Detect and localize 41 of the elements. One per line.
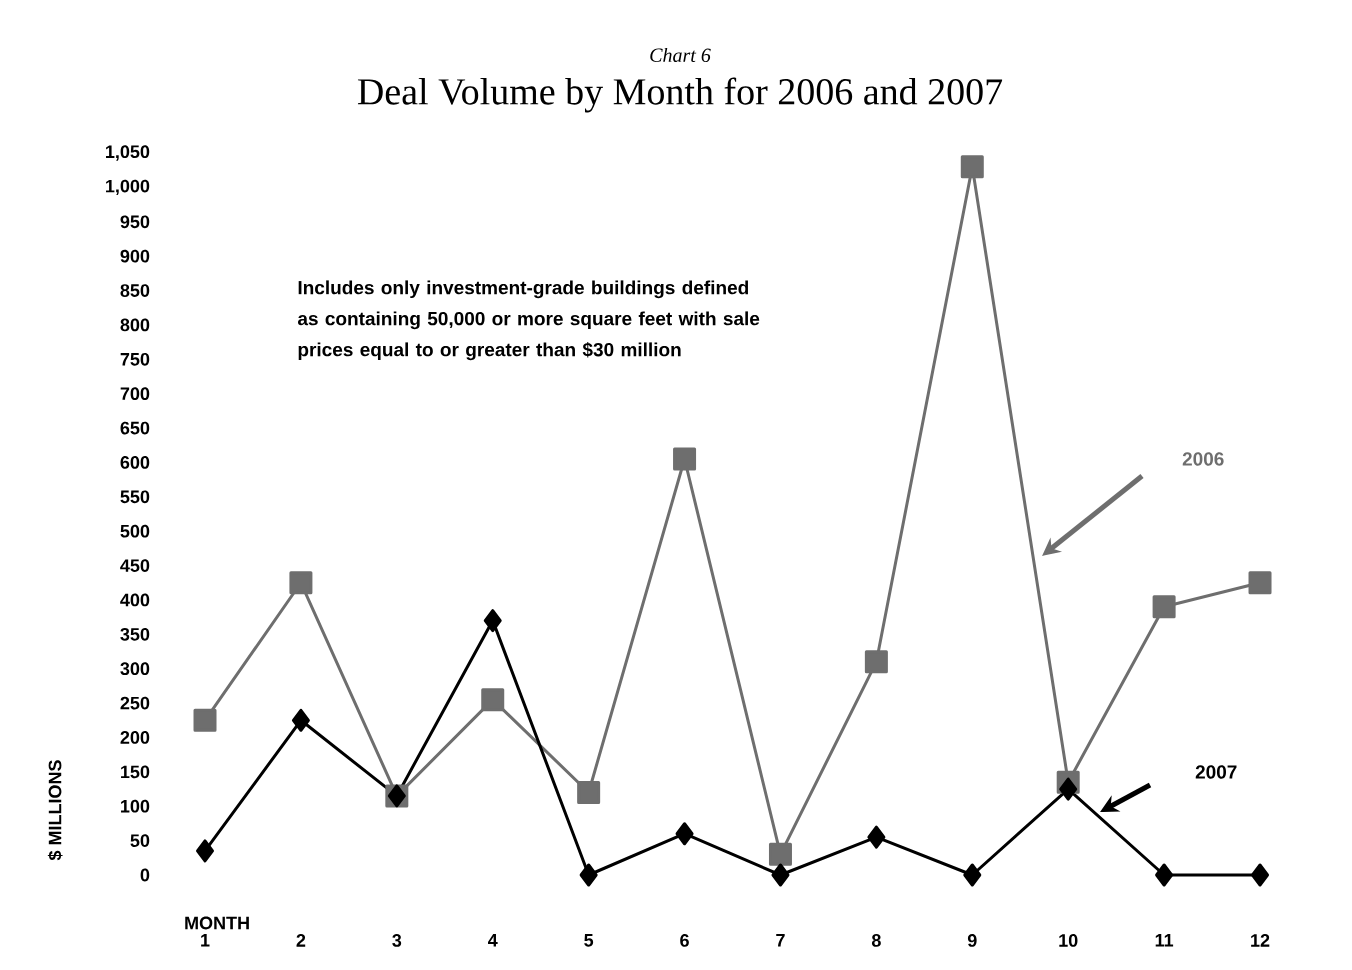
x-tick-label: 10 <box>1059 934 1078 947</box>
text: 2006 <box>1182 452 1224 466</box>
y-tick-label: 550 <box>120 490 150 504</box>
y-tick-label: 800 <box>120 318 150 332</box>
annotation: Includes only investment-grade buildings defined as containing 50,000 or more square feet with sale prices equal to or greater than $30 million <box>297 280 760 361</box>
y-tick-label: 100 <box>121 799 150 813</box>
y-tick-label: 500 <box>120 524 150 538</box>
y-tick-label: 0 <box>140 868 150 882</box>
y-tick-label: 400 <box>120 593 150 607</box>
y-tick-label: 1,050 <box>106 145 150 161</box>
x-axis-title: MONTH <box>185 916 249 930</box>
chart-title: Deal Volume by Month for 2006 and 2007 <box>357 77 1003 113</box>
x-tick-label: 9 <box>967 934 977 947</box>
text: 2007 <box>1195 765 1237 779</box>
x-tick-label: 7 <box>776 934 785 947</box>
y-tick-label: 1,000 <box>106 179 150 196</box>
x-tick-label: 1 <box>201 934 210 947</box>
x-tick-label: 8 <box>871 934 881 947</box>
y-axis-title: $ MILLIONS <box>47 760 63 861</box>
y-tick-label: 600 <box>120 456 150 469</box>
y-tick-label: 250 <box>120 696 150 710</box>
y-tick-label: 200 <box>120 731 150 744</box>
y-tick-label: 750 <box>120 352 150 366</box>
y-tick-label: 50 <box>130 834 150 847</box>
y-tick-label: 650 <box>120 421 150 435</box>
y-tick-label: 950 <box>120 215 150 229</box>
x-tick-label: 2 <box>296 934 306 947</box>
y-tick-label: 900 <box>120 249 150 263</box>
x-tick-label: 12 <box>1251 934 1270 947</box>
chart-subtitle: Chart 6 <box>650 47 711 63</box>
x-tick-label: 5 <box>584 934 594 947</box>
x-tick-label: 11 <box>1155 934 1174 947</box>
y-tick-label: 300 <box>120 662 150 676</box>
y-tick-label: 700 <box>120 387 150 401</box>
y-tick-label: 350 <box>120 627 150 641</box>
x-tick-label: 6 <box>680 934 689 947</box>
x-tick-label: 3 <box>392 934 402 947</box>
y-tick-label: 450 <box>120 559 150 572</box>
y-tick-label: 150 <box>121 765 150 779</box>
y-tick-label: 850 <box>120 284 150 297</box>
x-tick-label: 4 <box>488 934 498 947</box>
